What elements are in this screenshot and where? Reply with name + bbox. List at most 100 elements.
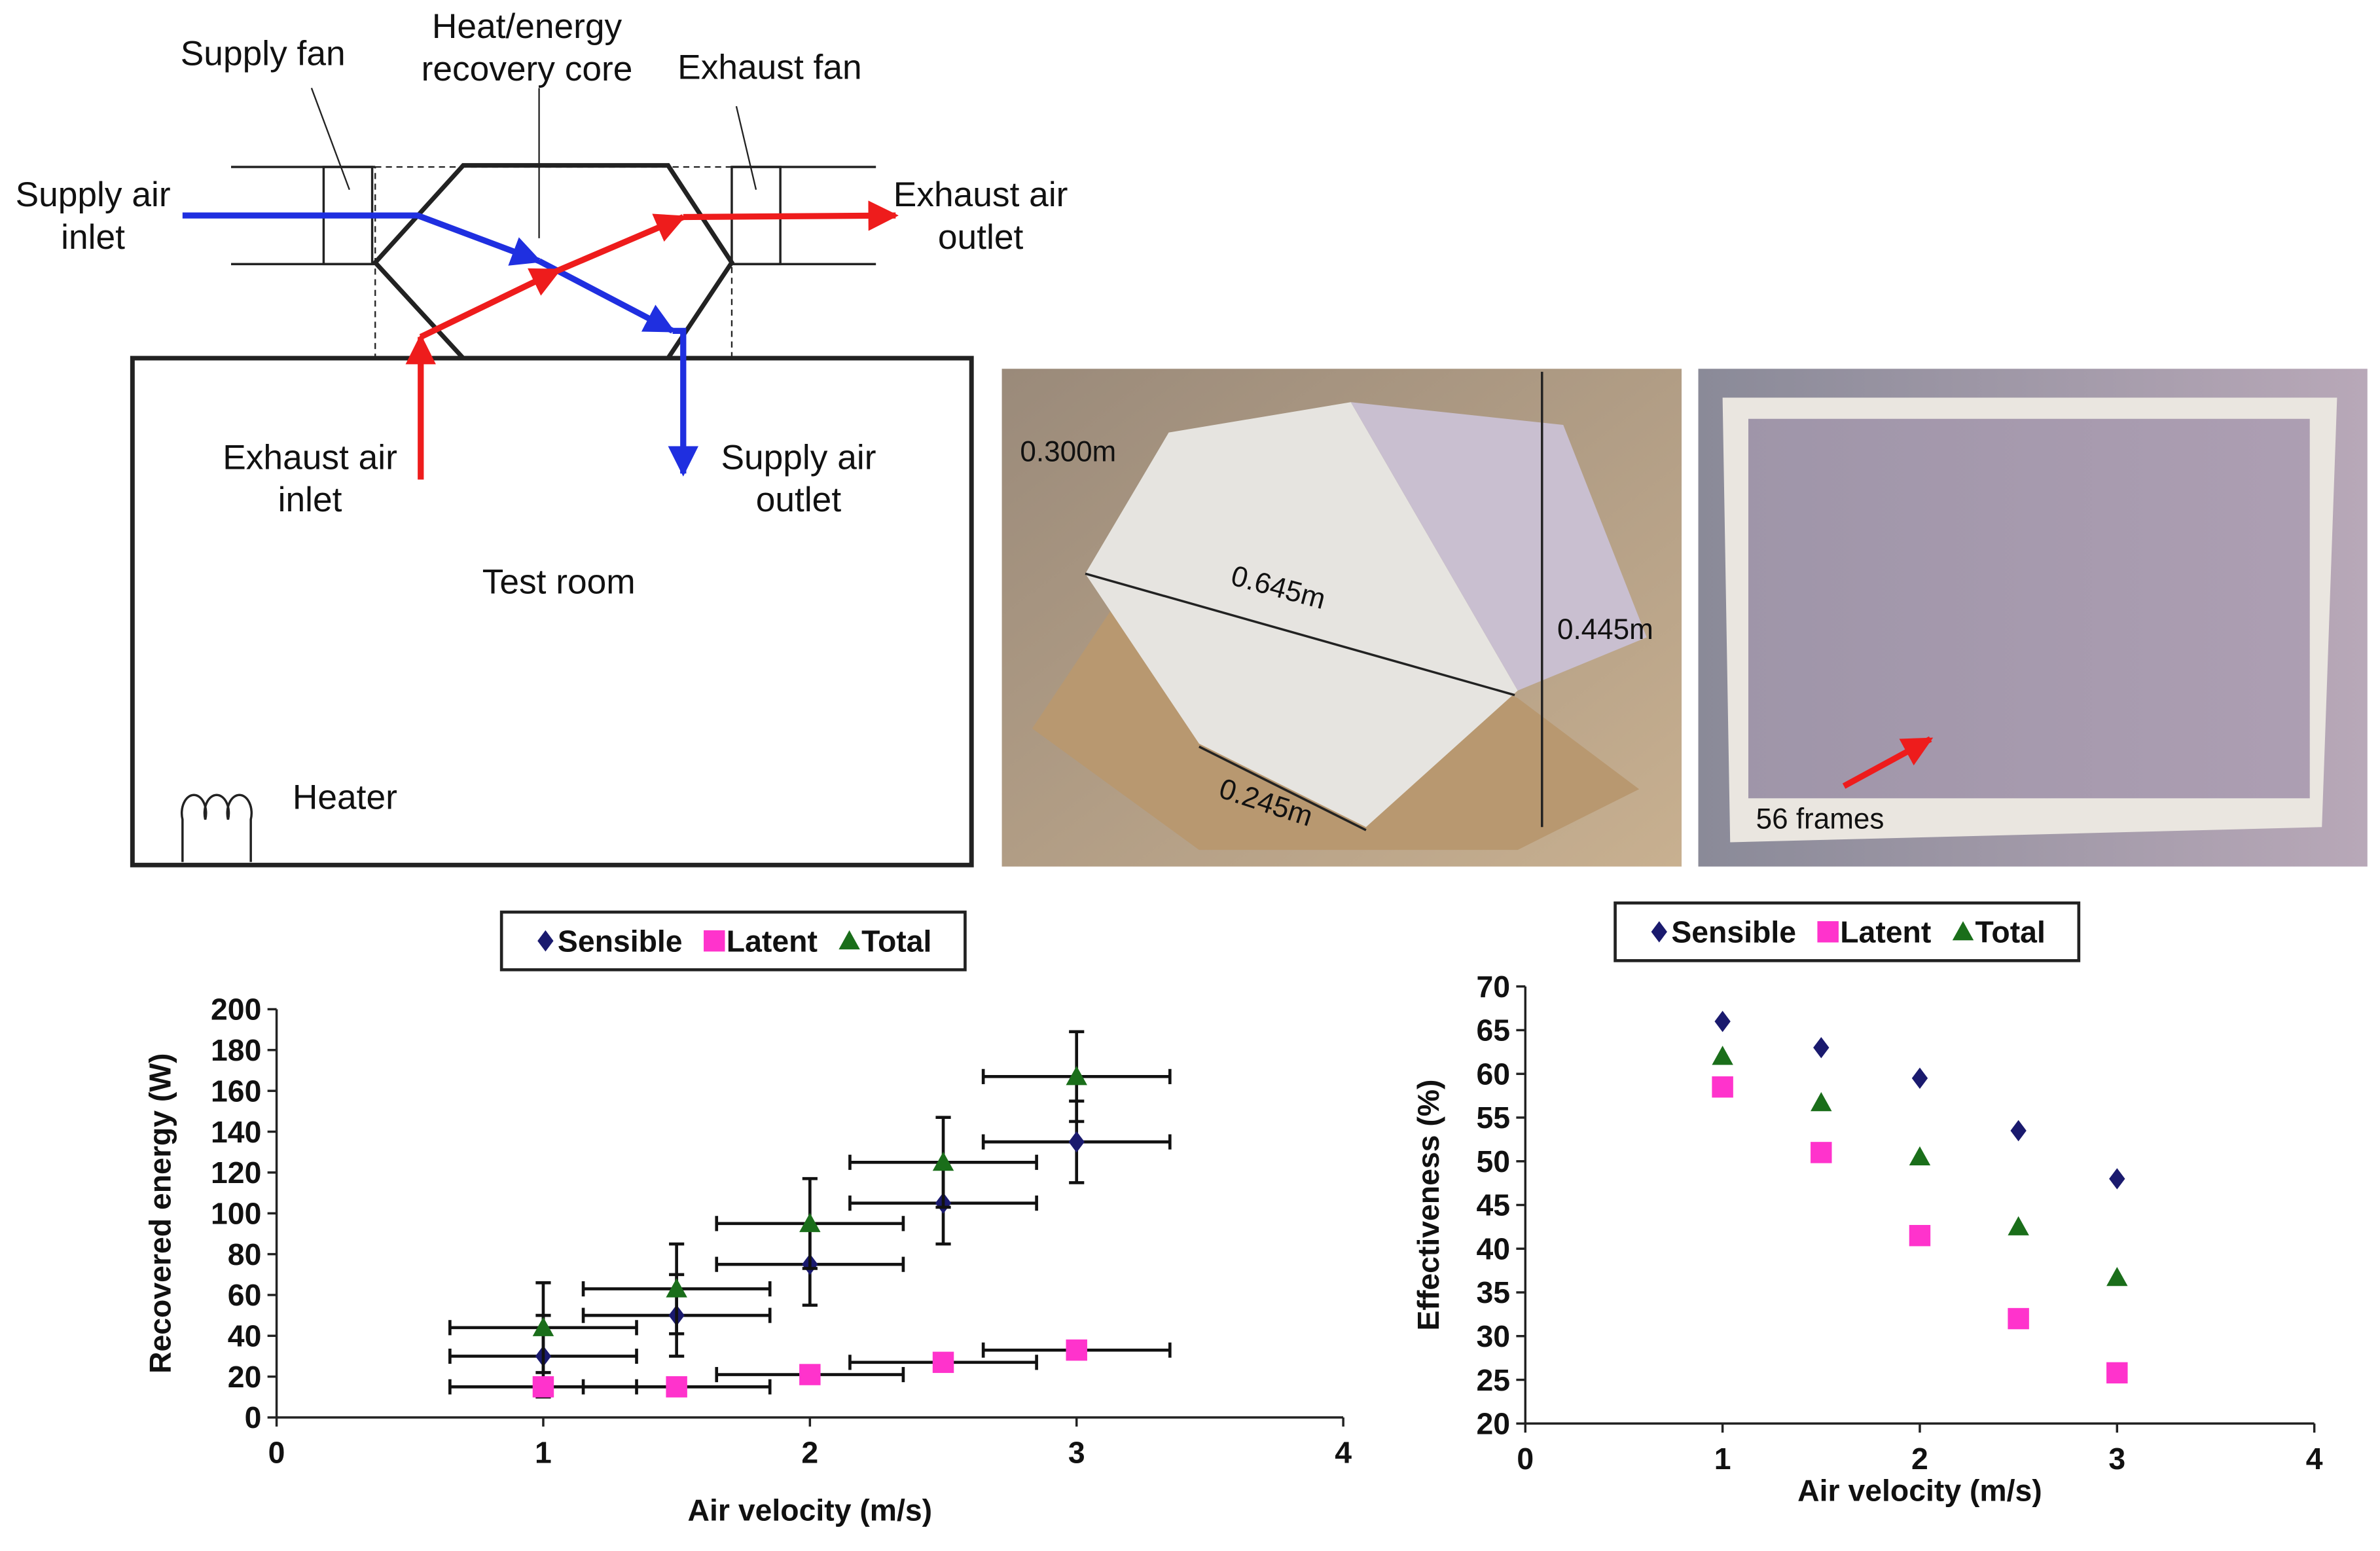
legend-box: [1614, 901, 2081, 962]
marker: [2109, 1168, 2125, 1190]
x-tick-label: 2: [801, 1436, 818, 1470]
label: Supply air: [16, 175, 171, 214]
y-tick-label: 60: [228, 1278, 262, 1312]
marker: [2106, 1362, 2128, 1384]
label: Supply air: [721, 438, 876, 477]
y-tick-label: 55: [1477, 1101, 1511, 1135]
label: Heater: [293, 778, 397, 816]
legend-marker: [1952, 921, 1974, 941]
legend-marker: [838, 930, 860, 950]
label: inlet: [278, 481, 342, 519]
exhaust-flow: [683, 200, 899, 231]
marker: [932, 1152, 954, 1171]
x-tick-label: 3: [2108, 1442, 2125, 1476]
legend-label: Latent: [727, 924, 818, 958]
legend-marker: [537, 930, 554, 952]
dimension-label: 0.300m: [1020, 436, 1116, 468]
x-tick-label: 1: [1714, 1442, 1731, 1476]
marker: [532, 1317, 554, 1336]
label: inlet: [61, 218, 125, 257]
marker: [799, 1364, 821, 1385]
legend-marker: [1651, 921, 1667, 943]
y-axis-label: Recovered energy (W): [143, 1053, 177, 1374]
supply-flow: [182, 212, 542, 266]
label: Heat/energy: [432, 7, 622, 46]
marker: [2008, 1307, 2029, 1330]
marker: [1811, 1142, 1832, 1163]
test-room: [130, 356, 974, 867]
marker: [799, 1213, 821, 1232]
chart: 0 20 40 60 80 100 120 140 160 180 200 0 1 2 3 4 Air velo…: [143, 910, 1352, 1527]
y-tick-label: 35: [1477, 1275, 1511, 1309]
y-tick-label: 100: [211, 1196, 261, 1230]
y-tick-label: 200: [211, 993, 261, 1027]
dimension-label: 0.445m: [1557, 613, 1653, 646]
x-tick-label: 4: [1335, 1436, 1352, 1470]
exhaust-flow: [419, 267, 562, 340]
marker: [2008, 1216, 2029, 1235]
photo-label: 56 frames: [1756, 803, 1884, 835]
legend: Sensible Latent Total: [499, 910, 967, 972]
y-tick-label: 160: [211, 1074, 261, 1108]
dimension: [1199, 745, 1367, 831]
exhaust-flow: [557, 213, 687, 273]
y-tick-label: 40: [1477, 1232, 1511, 1266]
legend: Sensible Latent Total: [1614, 901, 2081, 962]
photo-core: 0.300m 0.645m 0.445m 0.245m: [1001, 369, 1682, 867]
supply-flow: [668, 327, 698, 477]
label: Exhaust air: [893, 175, 1068, 214]
y-tick-label: 120: [211, 1156, 261, 1190]
marker: [666, 1278, 687, 1298]
marker: [2010, 1120, 2027, 1142]
x-tick-label: 4: [2306, 1442, 2323, 1476]
core-frames: [1350, 402, 1647, 691]
y-tick-label: 20: [228, 1360, 262, 1394]
label: Exhaust air: [223, 438, 397, 477]
y-tick-label: 20: [1477, 1407, 1511, 1441]
heater-coil: [180, 794, 253, 862]
marker: [1066, 1066, 1087, 1086]
frames-shade: [1748, 418, 2310, 799]
marker: [1068, 1131, 1085, 1153]
x-tick-label: 2: [1911, 1442, 1928, 1476]
legend-box: [499, 910, 967, 972]
legend-label: Sensible: [558, 924, 683, 958]
dimension: [1085, 572, 1515, 697]
x-axis-label: Air velocity (m/s): [688, 1493, 933, 1527]
marker: [666, 1376, 687, 1398]
x-tick-label: 1: [535, 1436, 552, 1470]
legend-marker: [1817, 921, 1839, 943]
leader: [310, 88, 350, 191]
y-tick-label: 60: [1477, 1057, 1511, 1091]
label: recovery core: [422, 50, 633, 88]
core-face: [1085, 402, 1518, 828]
legend-label: Latent: [1840, 915, 1931, 949]
label: Test room: [482, 562, 636, 601]
legend-label: Total: [1975, 915, 2046, 949]
x-tick-label: 0: [268, 1436, 285, 1470]
photo-frames: 56 frames: [1698, 369, 2368, 867]
label: outlet: [938, 218, 1024, 257]
marker: [1066, 1339, 1087, 1361]
y-tick-label: 70: [1477, 970, 1511, 1004]
marker: [532, 1376, 554, 1398]
marker: [1714, 1010, 1731, 1032]
y-tick-label: 25: [1477, 1363, 1511, 1397]
y-axis-label: Effectiveness (%): [1411, 1080, 1445, 1331]
arrow: [1842, 736, 1934, 789]
y-tick-label: 180: [211, 1033, 261, 1067]
y-tick-label: 30: [1477, 1319, 1511, 1353]
diagram-labels: Supply fan Heat/energy recovery core Exh…: [16, 7, 1068, 817]
core: [372, 163, 735, 361]
marker: [1712, 1076, 1733, 1098]
x-tick-label: 3: [1068, 1436, 1085, 1470]
marker: [1813, 1036, 1830, 1059]
legend-label: Total: [861, 924, 931, 958]
y-tick-label: 45: [1477, 1188, 1511, 1222]
label: Supply fan: [181, 35, 346, 73]
marker: [1811, 1092, 1832, 1112]
y-tick-label: 140: [211, 1115, 261, 1149]
chart: 20 25 30 35 40 45 50 55 60 65 70 0 1 2 3 4 Air velocity …: [1411, 901, 2323, 1508]
legend-label: Sensible: [1671, 915, 1796, 949]
